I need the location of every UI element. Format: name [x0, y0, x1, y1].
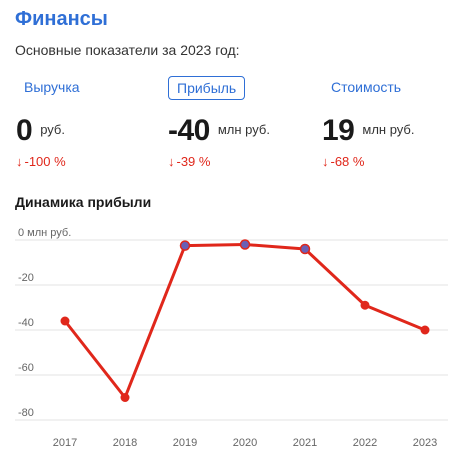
chart-title: Динамика прибыли — [15, 194, 152, 210]
y-tick-label: -40 — [18, 317, 34, 329]
x-tick-label: 2023 — [413, 437, 437, 449]
metric-change-value: -100 % — [24, 154, 66, 169]
down-arrow-icon: ↓ — [16, 154, 23, 169]
metric-tabs: Выручка Прибыль Стоимость — [0, 76, 460, 102]
tab-revenue[interactable]: Выручка — [24, 79, 80, 95]
metric-unit: млн руб. — [362, 122, 415, 137]
metric-value-cost: 19 млн руб. ↓ -68 % — [322, 114, 414, 169]
data-point — [239, 239, 251, 250]
x-tick-label: 2019 — [173, 437, 197, 449]
metric-unit: млн руб. — [217, 122, 270, 137]
metric-unit: руб. — [40, 122, 65, 137]
down-arrow-icon: ↓ — [168, 154, 175, 169]
metric-change-value: -39 % — [176, 154, 211, 169]
y-tick-label: 0 млн руб. — [18, 227, 71, 239]
x-tick-label: 2022 — [353, 437, 377, 449]
y-tick-label: -80 — [18, 407, 34, 419]
y-tick-label: -60 — [18, 362, 34, 374]
x-tick-label: 2021 — [293, 437, 317, 449]
tab-value[interactable]: Стоимость — [331, 79, 402, 95]
data-point — [179, 240, 191, 251]
metric-profit: -40 млн руб. ↓ -39 % — [168, 114, 270, 169]
metric-value: 19 — [322, 114, 355, 147]
down-arrow-icon: ↓ — [322, 154, 329, 169]
x-tick-label: 2020 — [233, 437, 257, 449]
data-point — [60, 316, 70, 326]
x-tick-label: 2018 — [113, 437, 137, 449]
metric-change: ↓ -100 % — [16, 154, 66, 169]
metric-change-value: -68 % — [330, 154, 365, 169]
metric-change: ↓ -68 % — [322, 154, 414, 169]
x-tick-label: 2017 — [53, 437, 77, 449]
page-title: Финансы — [15, 8, 108, 30]
data-point — [120, 393, 130, 402]
y-tick-label: -20 — [18, 272, 34, 284]
page-subtitle: Основные показатели за 2023 год: — [15, 42, 240, 58]
metric-value: -40 — [168, 114, 210, 147]
data-point — [420, 325, 430, 335]
metric-change: ↓ -39 % — [168, 154, 270, 169]
tab-profit[interactable]: Прибыль — [168, 76, 246, 100]
data-point — [299, 243, 311, 255]
profit-line-chart: 0 млн руб. -20 -40 -60 -80 2017 2018 2019 2020 20… — [15, 227, 448, 449]
metric-revenue: 0 руб. ↓ -100 % — [16, 114, 66, 169]
metric-value: 0 — [16, 114, 33, 147]
data-point — [360, 300, 370, 310]
